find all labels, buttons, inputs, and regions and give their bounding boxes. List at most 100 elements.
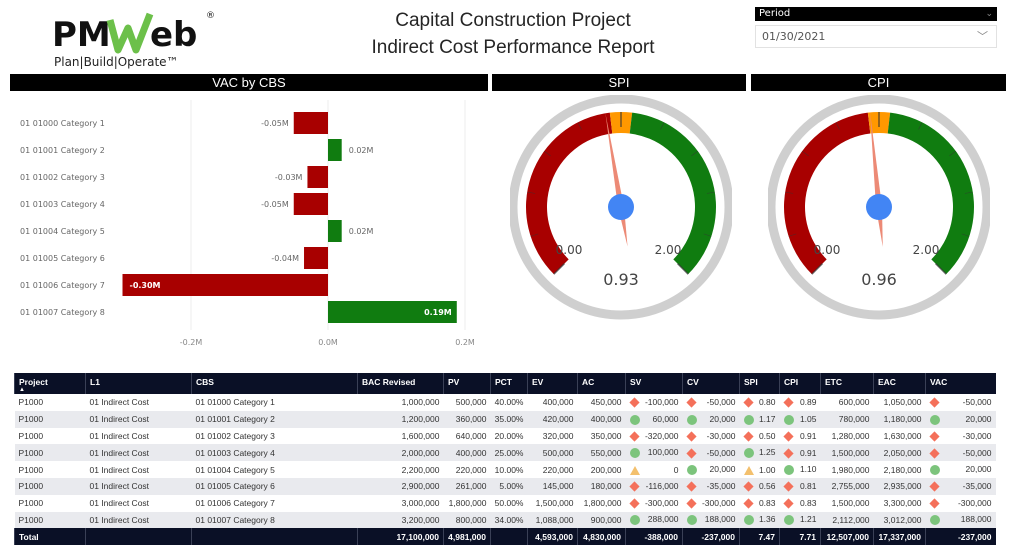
cell-eac: 2,050,000 xyxy=(873,444,926,462)
period-dropdown[interactable]: 01/30/2021 ﹀ xyxy=(755,25,997,48)
cell-pv: 1,800,000 xyxy=(448,498,487,509)
column-header-etc[interactable]: ETC xyxy=(820,373,874,394)
data-label: -0.04M xyxy=(271,254,299,263)
cell-cbs: 01 01001 Category 2 xyxy=(191,410,358,428)
category-label: 01 01006 Category 7 xyxy=(20,281,105,290)
sort-ascending-icon[interactable]: ▲ xyxy=(19,387,25,393)
total-cell: 17,337,000 xyxy=(873,528,926,546)
cell-etc: 2,755,000 xyxy=(820,477,874,495)
data-label: -0.05M xyxy=(261,200,289,209)
column-header-cbs[interactable]: CBS xyxy=(191,373,358,394)
column-header-project[interactable]: Project ▲ xyxy=(14,373,86,394)
yellow-triangle-icon xyxy=(629,465,640,475)
data-label: 0.02M xyxy=(349,146,374,155)
chevron-down-icon: ﹀ xyxy=(977,30,988,43)
cell-cbs: 01 01006 Category 7 xyxy=(195,498,275,509)
gauge-min-label: 0.00 xyxy=(556,243,583,257)
column-header-cpi[interactable]: CPI xyxy=(779,373,821,394)
green-circle-icon xyxy=(743,515,754,526)
cell-eac: 1,630,000 xyxy=(883,430,922,441)
cell-ac: 900,000 xyxy=(577,511,626,529)
column-header-bac-revised[interactable]: BAC Revised xyxy=(357,373,444,394)
red-diamond-icon xyxy=(742,431,754,442)
cell-value: 288,000 xyxy=(647,514,679,525)
cell-spi: 0.80 xyxy=(740,394,780,411)
cell-value: 0.56 xyxy=(758,481,776,492)
column-header-eac[interactable]: EAC xyxy=(873,373,926,394)
green-circle-icon xyxy=(929,414,940,425)
cell-cbs: 01 01000 Category 1 xyxy=(195,397,275,408)
category-label: 01 01007 Category 8 xyxy=(20,308,105,317)
cell-sv: 60,000 xyxy=(625,410,683,428)
cell-value: 0.83 xyxy=(799,498,817,509)
column-header-pv[interactable]: PV xyxy=(443,373,491,394)
green-circle-icon xyxy=(629,448,640,459)
gauge-tick xyxy=(530,233,539,237)
column-header-ac[interactable]: AC xyxy=(577,373,626,394)
cell-project: P1000 xyxy=(14,410,86,428)
gauge-hub xyxy=(866,194,892,220)
cell-cbs: 01 01002 Category 3 xyxy=(195,430,275,441)
cell-value: -300,000 xyxy=(957,498,992,509)
cell-spi: 0.83 xyxy=(740,495,780,512)
red-diamond-icon xyxy=(782,448,794,459)
cell-pct: 50.00% xyxy=(494,498,524,509)
gauge-hub xyxy=(608,194,634,220)
cell-value: -35,000 xyxy=(706,481,736,492)
cell-spi: 0.56 xyxy=(739,477,780,495)
cell-cv: -50,000 xyxy=(682,444,740,462)
column-header-label: PV xyxy=(448,377,460,387)
gauge-tick xyxy=(961,233,970,237)
cell-ev: 500,000 xyxy=(527,444,578,462)
table-total-row: Total 17,100,000 4,981,000 4,593,000 4,830,0… xyxy=(14,528,996,546)
cell-bac-revised: 2,000,000 xyxy=(357,444,444,462)
cell-sv: -100,000 xyxy=(626,394,683,411)
cell-cv: 20,000 xyxy=(683,461,740,478)
cell-eac: 2,935,000 xyxy=(873,477,926,495)
column-header-pct[interactable]: PCT xyxy=(490,373,528,394)
green-circle-icon xyxy=(929,515,940,526)
category-label: 01 01004 Category 5 xyxy=(20,227,105,236)
gauge-band xyxy=(784,112,871,275)
registered-mark: ® xyxy=(206,11,215,21)
cell-cpi: 0.89 xyxy=(780,394,821,411)
column-header-l1[interactable]: L1 xyxy=(85,373,192,394)
red-diamond-icon xyxy=(928,431,940,442)
table-row: P1000 01 Indirect Cost 01 01004 Category 5… xyxy=(15,461,996,478)
cell-value: 1.00 xyxy=(758,464,776,475)
green-circle-icon xyxy=(686,515,697,526)
cell-l1: 01 Indirect Cost xyxy=(85,410,192,428)
table-row: P1000 01 Indirect Cost 01 01000 Category 1… xyxy=(15,394,996,411)
column-header-ev[interactable]: EV xyxy=(527,373,578,394)
cell-value: -50,000 xyxy=(706,397,736,408)
gauge-tick xyxy=(949,150,957,157)
column-header-sv[interactable]: SV xyxy=(625,373,683,394)
cell-l1: 01 Indirect Cost xyxy=(85,444,192,462)
column-header-label: SPI xyxy=(744,377,758,387)
data-label: -0.03M xyxy=(275,173,303,182)
red-diamond-icon xyxy=(782,431,794,442)
cell-sv: 0 xyxy=(626,461,683,478)
chevron-down-icon[interactable]: ⌄ xyxy=(985,9,993,19)
cell-pct: 40.00% xyxy=(494,397,524,408)
column-header-vac[interactable]: VAC xyxy=(925,373,996,394)
data-label: -0.30M xyxy=(130,281,161,290)
gauge-tick xyxy=(660,122,665,130)
gauge-band xyxy=(629,112,716,275)
column-header-cv[interactable]: CV xyxy=(682,373,740,394)
cell-cv: -35,000 xyxy=(682,477,740,495)
cell-value: 20,000 xyxy=(709,464,736,475)
cell-value: 0 xyxy=(673,464,679,475)
gauge-max-label: 2.00 xyxy=(913,243,940,257)
cell-pv: 500,000 xyxy=(455,397,487,408)
cell-value: -100,000 xyxy=(644,397,679,408)
cell-cbs: 01 01003 Category 4 xyxy=(191,444,358,462)
column-header-spi[interactable]: SPI xyxy=(739,373,780,394)
period-slicer-header[interactable]: Period ⌄ xyxy=(755,7,997,21)
gauge-tick xyxy=(964,191,973,194)
gauge-tick xyxy=(677,263,689,275)
cell-l1: 01 Indirect Cost xyxy=(89,464,150,475)
cell-project: P1000 xyxy=(18,498,44,509)
gauge-needle xyxy=(605,113,628,247)
cell-ac: 180,000 xyxy=(577,477,626,495)
